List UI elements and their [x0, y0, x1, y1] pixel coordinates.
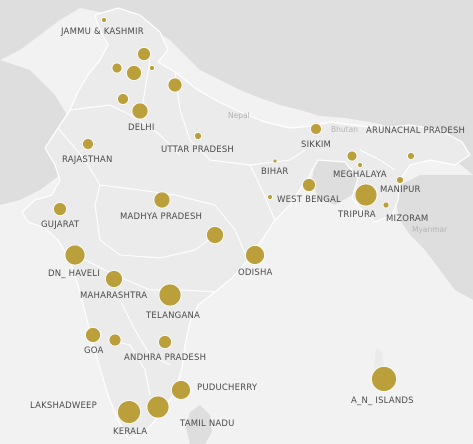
bubble[interactable]: [153, 191, 171, 209]
bubble[interactable]: [108, 333, 122, 347]
bubble[interactable]: [357, 162, 363, 168]
bubble[interactable]: [302, 178, 316, 192]
bubble[interactable]: [371, 366, 397, 392]
bubbles: [53, 17, 415, 424]
bubble[interactable]: [117, 400, 141, 424]
state-label-mizoram: MIZORAM: [386, 214, 428, 224]
bubble[interactable]: [111, 62, 123, 74]
bubble[interactable]: [64, 244, 86, 266]
bubble[interactable]: [171, 380, 191, 400]
neighbour-land-west: [0, 60, 72, 205]
state-label-maharashtra: MAHARASHTRA: [80, 291, 147, 301]
bubble[interactable]: [245, 245, 265, 265]
state-label-bihar: BIHAR: [261, 167, 288, 177]
state-label-odisha: ODISHA: [238, 268, 273, 278]
bubble[interactable]: [158, 283, 182, 307]
bubble[interactable]: [85, 327, 101, 343]
country-label-myanmar: Myanmar: [412, 225, 448, 234]
state-label-uttar-pradesh: UTTAR PRADESH: [161, 145, 234, 155]
state-label-goa: GOA: [84, 346, 104, 356]
bubble[interactable]: [407, 152, 415, 160]
neighbour-land-bangladesh: [312, 160, 360, 205]
bubble[interactable]: [146, 395, 170, 419]
state-label-dn-haveli: DN_ HAVELI: [48, 269, 100, 279]
state-label-tripura: TRIPURA: [337, 210, 376, 220]
neighbour-land-north: [0, 0, 473, 175]
bubble[interactable]: [105, 270, 123, 288]
state-label-telangana: TELANGANA: [145, 311, 200, 321]
bubble[interactable]: [131, 102, 149, 120]
bubble[interactable]: [267, 194, 273, 200]
bubble[interactable]: [354, 183, 378, 207]
state-label-tamil-nadu: TAMIL NADU: [179, 419, 235, 429]
bubble[interactable]: [194, 132, 202, 140]
bubble[interactable]: [82, 138, 94, 150]
state-label-meghalaya: MEGHALAYA: [333, 170, 387, 180]
bubble[interactable]: [167, 77, 183, 93]
bubble[interactable]: [310, 123, 322, 135]
state-label-rajasthan: RAJASTHAN: [62, 155, 113, 165]
country-label-bhutan: Bhutan: [331, 125, 358, 134]
bubble[interactable]: [396, 176, 404, 184]
bubble[interactable]: [53, 202, 67, 216]
bubble[interactable]: [382, 201, 390, 209]
state-label-an-islands: A_N_ ISLANDS: [351, 396, 414, 406]
state-label-kerala: KERALA: [113, 427, 147, 437]
state-label-sikkim: SIKKIM: [301, 140, 331, 150]
state-label-arunachal-pradesh: ARUNACHAL PRADESH: [366, 126, 465, 136]
bubble[interactable]: [137, 47, 151, 61]
bubble[interactable]: [149, 65, 155, 71]
state-label-puducherry: PUDUCHERRY: [197, 383, 258, 393]
state-label-madhya-pradesh: MADHYA PRADESH: [120, 212, 202, 222]
country-label-nepal: Nepal: [228, 111, 250, 120]
bubble[interactable]: [272, 158, 278, 164]
state-borders: [57, 59, 396, 396]
state-label-jammu-kashmir: JAMMU & KASHMIR: [60, 27, 144, 37]
bubble[interactable]: [101, 17, 107, 23]
state-label-manipur: MANIPUR: [380, 185, 421, 195]
bubble[interactable]: [158, 335, 172, 349]
state-label-andhra-pradesh: ANDHRA PRADESH: [124, 353, 206, 363]
state-label-west-bengal: WEST BENGAL: [277, 195, 341, 205]
state-label-gujarat: GUJARAT: [41, 220, 80, 230]
bubble[interactable]: [206, 226, 224, 244]
state-labels: JAMMU & KASHMIR DELHI RAJASTHAN UTTAR PR…: [30, 27, 465, 437]
state-label-delhi: DELHI: [128, 123, 155, 133]
state-label-lakshadweep: LAKSHADWEEP: [30, 401, 97, 411]
neighbour-land-east: [395, 175, 473, 300]
bubble[interactable]: [117, 93, 129, 105]
bubble[interactable]: [126, 65, 142, 81]
sri-lanka: [186, 405, 212, 444]
bubble[interactable]: [346, 150, 358, 162]
